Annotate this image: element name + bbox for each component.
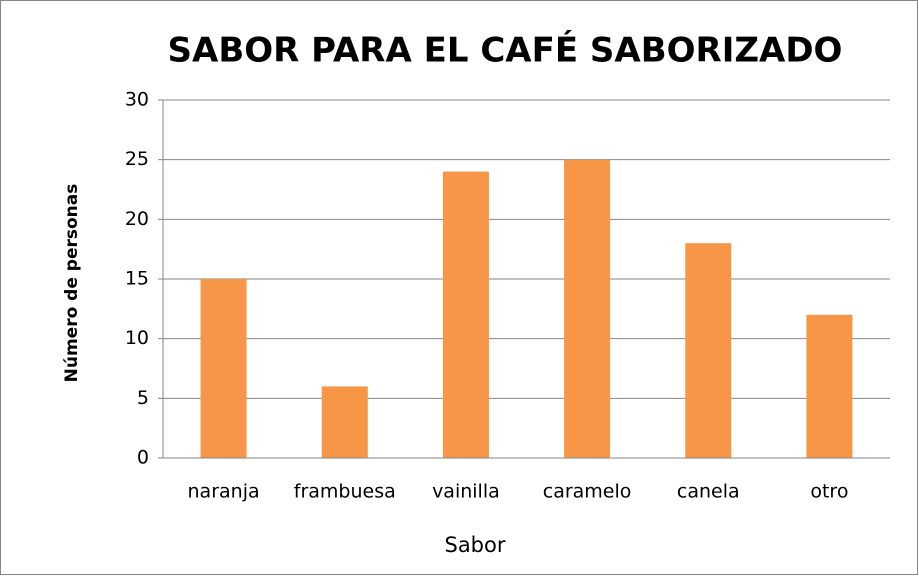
x-tick-label: naranja <box>188 481 260 503</box>
y-tick-label: 30 <box>125 89 149 111</box>
y-tick-label: 10 <box>125 327 149 349</box>
chart-title: SABOR PARA EL CAFÉ SABORIZADO <box>168 30 843 71</box>
x-tick-label: frambuesa <box>294 481 396 503</box>
bar <box>442 171 489 458</box>
y-tick-label: 15 <box>125 268 149 290</box>
bar <box>564 159 611 458</box>
y-axis-label: Número de personas <box>62 184 82 383</box>
y-tick-label: 0 <box>137 447 149 469</box>
bar <box>321 386 368 458</box>
x-tick-label: caramelo <box>543 481 632 503</box>
bar <box>685 243 732 458</box>
y-tick-label: 25 <box>125 148 149 170</box>
x-axis-label: Sabor <box>444 533 505 557</box>
bar <box>806 314 853 458</box>
x-tick-label: otro <box>810 481 848 503</box>
x-tick-label: vainilla <box>432 481 500 503</box>
x-tick-label: canela <box>677 481 740 503</box>
bar <box>200 279 247 458</box>
y-tick-label: 5 <box>137 387 149 409</box>
y-tick-label: 20 <box>125 208 149 230</box>
